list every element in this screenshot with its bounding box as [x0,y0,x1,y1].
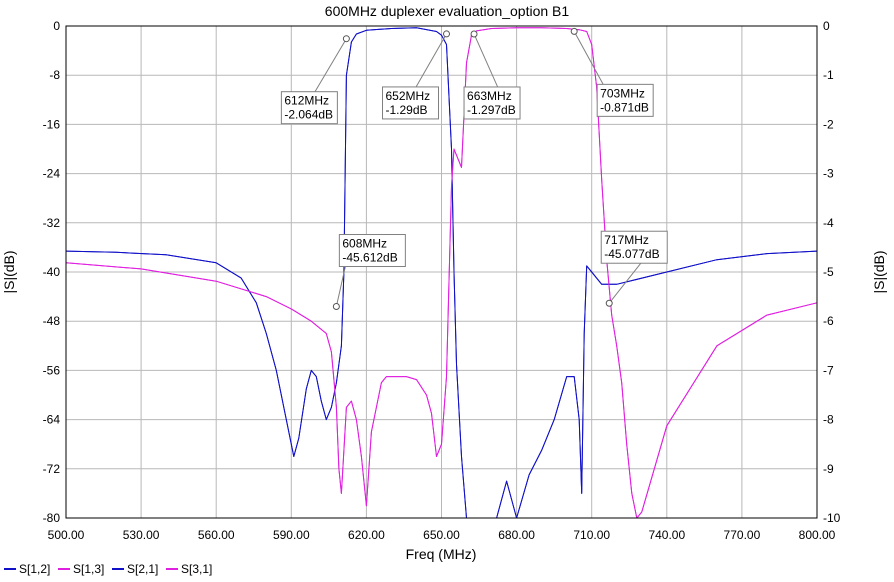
marker-608MHz: 608MHz-45.612dB [332,234,406,311]
x-tick-label: 740.00 [648,528,685,542]
marker-leader-line [335,266,346,307]
x-tick-label: 530.00 [123,528,160,542]
legend-item-S[1,2]: S[1,2] [4,562,50,576]
marker-label-value: -1.297dB [467,103,516,117]
marker-point [443,30,451,38]
marker-point [605,299,613,307]
marker-663MHz: 663MHz-1.297dB [463,30,521,120]
y-left-tick-label: -32 [43,216,61,230]
marker-label-freq: 608MHz [342,237,387,251]
marker-label-box [596,83,654,117]
legend: S[1,2] S[1,3] S[2,1] S[3,1] [4,562,212,576]
marker-label-freq: 663MHz [467,89,512,103]
x-tick-label: 560.00 [198,528,235,542]
y-right-tick-label: -10 [823,511,841,525]
y-right-tick-label: -9 [823,462,834,476]
x-axis-label: Freq (MHz) [406,546,477,562]
series-line-S[3,1] [65,27,818,519]
marker-leader-line [314,38,347,92]
y-right-tick-label: 0 [823,19,830,33]
y-right-tick-label: -7 [823,363,834,377]
y-left-tick-label: -72 [43,462,61,476]
marker-label-box [382,86,440,120]
marker-703MHz: 703MHz-0.871dB [570,27,654,117]
series-line-S[2,1] [65,27,818,519]
marker-label-freq: 612MHz [284,94,329,108]
y-left-tick-label: -8 [49,68,60,82]
x-tick-label: 710.00 [573,528,610,542]
marker-label-value: -1.29dB [386,103,428,117]
y-left-tick-label: -24 [43,167,61,181]
y-left-tick-label: -40 [43,265,61,279]
y-left-tick-label: -16 [43,117,61,131]
marker-label-box [338,234,406,268]
y-left-tick-label: -64 [43,413,61,427]
x-tick-label: 680.00 [498,528,535,542]
x-tick-label: 620.00 [348,528,385,542]
x-tick-label: 590.00 [273,528,310,542]
y-right-tick-label: -2 [823,117,834,131]
chart-title: 600MHz duplexer evaluation_option B1 [325,3,570,19]
y-right-tick-label: -6 [823,314,834,328]
y-axis-left-ticks: 0 -8 -16 -24 -32 -40 -48 -56 -64 -72 -80 [43,19,61,525]
y-right-tick-label: -3 [823,167,834,181]
y-left-tick-label: -48 [43,314,61,328]
legend-item-S[1,3]: S[1,3] [58,562,104,576]
y-axis-left-label: |S|(dB) [1,250,17,293]
marker-label-box [280,91,338,125]
legend-item-S[3,1]: S[3,1] [166,562,212,576]
marker-leader-line [415,33,447,88]
y-axis-right-ticks: 0 -1 -2 -3 -4 -5 -6 -7 -8 -9 -10 [823,19,841,525]
marker-612MHz: 612MHz-2.064dB [280,35,350,125]
legend-label: S[1,3] [73,562,104,576]
y-right-tick-label: -8 [823,413,834,427]
marker-leader-line [573,31,604,85]
marker-label-box [600,230,668,264]
x-tick-label: 770.00 [724,528,761,542]
y-left-tick-label: -80 [43,511,61,525]
marker-717MHz: 717MHz-45.077dB [600,230,668,307]
legend-label: S[2,1] [127,562,158,576]
legend-label: S[3,1] [181,562,212,576]
plot-frame [65,25,818,519]
y-right-tick-label: -4 [823,216,834,230]
legend-item-S[2,1]: S[2,1] [112,562,158,576]
marker-point [570,27,578,35]
marker-label-value: -2.064dB [284,108,333,122]
x-tick-label: 800.00 [799,528,836,542]
marker-label-box [463,86,521,120]
y-left-tick-label: -56 [43,363,61,377]
marker-652MHz: 652MHz-1.29dB [382,30,451,120]
marker-label-freq: 717MHz [604,233,649,247]
y-right-tick-label: -5 [823,265,834,279]
legend-label: S[1,2] [19,562,50,576]
series-layer [65,27,818,519]
x-axis-ticks: 500.00 530.00 560.00 590.00 620.00 650.00 680.… [48,528,836,542]
marker-point [342,35,350,43]
x-tick-label: 650.00 [423,528,460,542]
y-right-tick-label: -1 [823,68,834,82]
y-left-tick-label: 0 [53,19,60,33]
marker-label-value: -45.612dB [342,251,397,265]
x-tick-label: 500.00 [48,528,85,542]
plot-area: 612MHz-2.064dB652MHz-1.29dB663MHz-1.297d… [65,25,818,519]
y-axis-right-label: |S|(dB) [871,250,887,293]
marker-point [332,303,340,311]
marker-label-freq: 652MHz [386,89,431,103]
marker-leader-line [608,262,642,304]
marker-point [470,30,478,38]
marker-label-freq: 703MHz [600,86,645,100]
marker-label-value: -0.871dB [600,100,649,114]
marker-label-value: -45.077dB [604,247,659,261]
marker-layer: 612MHz-2.064dB652MHz-1.29dB663MHz-1.297d… [280,27,668,311]
marker-leader-line [473,33,499,88]
